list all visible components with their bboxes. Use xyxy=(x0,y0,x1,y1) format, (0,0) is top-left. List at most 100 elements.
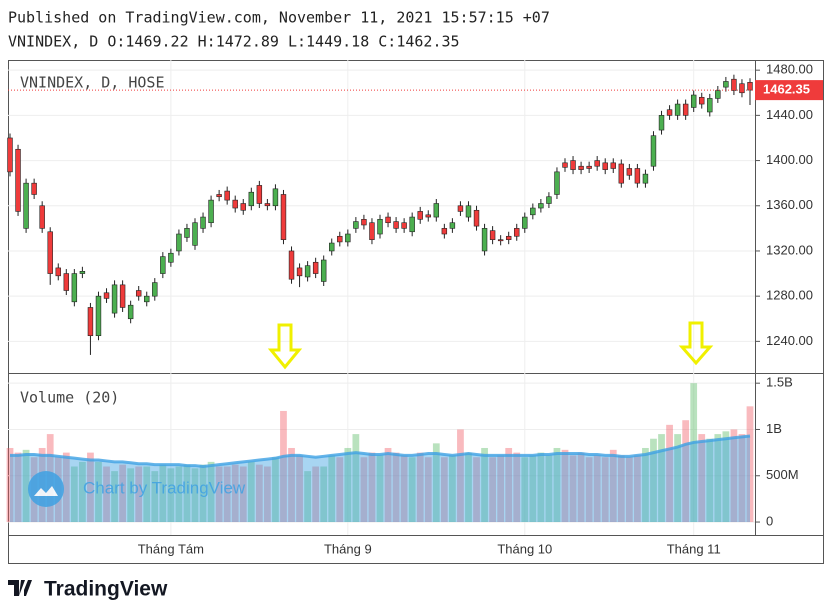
volume-bar xyxy=(682,420,690,523)
volume-bar xyxy=(111,471,118,523)
volume-bar xyxy=(87,452,94,523)
candle-body xyxy=(353,221,359,229)
candle-body xyxy=(594,160,600,167)
volume-bar xyxy=(239,466,247,523)
x-tick-label: Tháng 9 xyxy=(324,541,372,556)
volume-bar xyxy=(545,455,553,523)
candle-body xyxy=(409,216,415,233)
volume-bar xyxy=(505,447,513,523)
candle-body xyxy=(682,103,689,116)
volume-bar xyxy=(601,457,609,523)
volume-bar xyxy=(706,438,714,523)
volume-bar xyxy=(690,383,698,523)
candle-body xyxy=(192,222,198,246)
candle-body xyxy=(248,191,255,207)
candle-body xyxy=(312,261,319,274)
candle-body xyxy=(119,284,126,308)
volume-bar xyxy=(352,434,360,523)
candle-body xyxy=(425,214,431,218)
volume-bar xyxy=(465,452,472,523)
candle-body xyxy=(144,295,150,303)
volume-bar xyxy=(416,452,424,523)
volume-bar xyxy=(95,461,102,523)
volume-bar xyxy=(424,457,432,523)
y-tick-label: 1.5B xyxy=(766,375,793,390)
candle-body xyxy=(731,78,737,91)
candle-body xyxy=(168,252,174,263)
volume-bar xyxy=(457,429,464,523)
volume-bar xyxy=(617,455,625,523)
candle-body xyxy=(296,267,303,277)
volume-bar xyxy=(384,447,392,523)
volume-bar xyxy=(151,471,159,523)
volume-bar xyxy=(553,447,561,523)
y-tick-label: 1B xyxy=(766,421,782,436)
candle-body xyxy=(578,165,584,170)
volume-bar xyxy=(336,457,344,523)
volume-bar xyxy=(14,452,22,523)
candle-body xyxy=(570,160,576,170)
x-tick-label: Tháng Tám xyxy=(138,541,204,556)
last-price-box xyxy=(755,80,823,101)
candle-body xyxy=(707,98,713,113)
volume-bar xyxy=(183,464,191,523)
candle-body xyxy=(79,271,86,274)
volume-bar xyxy=(674,434,681,523)
logo-icon xyxy=(8,580,32,596)
volume-bar xyxy=(449,455,456,523)
volume-bar xyxy=(473,457,480,523)
volume-bar xyxy=(215,466,223,523)
candle-body xyxy=(530,207,536,216)
volume-bar xyxy=(288,447,295,523)
volume-bar xyxy=(746,406,754,523)
y-tick-label: 1480.00 xyxy=(766,62,813,77)
volume-bar xyxy=(634,455,641,523)
candle-body xyxy=(522,216,528,229)
candle-body xyxy=(31,182,37,195)
volume-bar xyxy=(312,466,320,523)
volume-bar xyxy=(714,434,722,523)
candle-body xyxy=(135,290,142,297)
volume-bar xyxy=(255,464,263,523)
candle-body xyxy=(546,196,552,204)
candle-body xyxy=(385,216,391,224)
ma-area xyxy=(10,435,750,523)
candle-body xyxy=(401,222,407,229)
candle-body xyxy=(505,235,512,240)
candle-body xyxy=(361,219,367,226)
candle-body xyxy=(216,194,222,198)
y-tick-label: 1400.00 xyxy=(766,152,813,167)
candle-body xyxy=(184,228,190,238)
watermark-logo xyxy=(28,471,64,507)
volume-bar xyxy=(368,452,376,523)
candle-body xyxy=(514,228,520,237)
candle-body xyxy=(723,81,729,88)
volume-bar xyxy=(79,461,86,523)
footer-logo: TradingView xyxy=(8,578,168,601)
volume-bar xyxy=(119,464,126,523)
candle-body xyxy=(71,273,78,303)
candle-body xyxy=(642,173,649,184)
volume-bar xyxy=(738,434,746,523)
watermark-text: Chart by TradingView xyxy=(83,478,246,497)
candle-body xyxy=(208,199,214,224)
volume-bar xyxy=(223,466,231,523)
candle-body xyxy=(152,282,158,297)
candle-body xyxy=(288,250,295,280)
candle-body xyxy=(55,267,61,277)
volume-bar xyxy=(650,438,657,523)
candle-body xyxy=(337,235,343,243)
candle-body xyxy=(224,190,230,201)
volume-bar xyxy=(328,455,336,523)
candle-body xyxy=(739,83,745,94)
candle-body xyxy=(280,194,287,240)
volume-bar xyxy=(489,457,496,523)
volume-bar xyxy=(376,455,384,523)
volume-bar xyxy=(304,471,311,523)
candle-body xyxy=(699,96,705,105)
candle-body xyxy=(473,209,480,227)
x-tick-label: Tháng 11 xyxy=(667,541,721,556)
candle-body xyxy=(393,221,399,229)
candle-body xyxy=(39,205,45,229)
candle-body xyxy=(345,233,351,243)
